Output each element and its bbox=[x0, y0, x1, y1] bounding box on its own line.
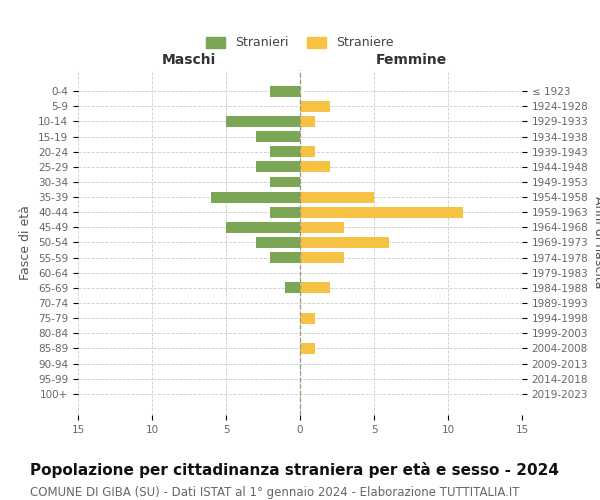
Text: COMUNE DI GIBA (SU) - Dati ISTAT al 1° gennaio 2024 - Elaborazione TUTTITALIA.IT: COMUNE DI GIBA (SU) - Dati ISTAT al 1° g… bbox=[30, 486, 520, 499]
Bar bbox=[300, 252, 344, 263]
Bar bbox=[300, 101, 329, 112]
Bar bbox=[285, 282, 300, 294]
Bar bbox=[211, 192, 300, 202]
Bar bbox=[256, 162, 300, 172]
Bar bbox=[271, 207, 300, 218]
Bar bbox=[300, 343, 315, 354]
Bar bbox=[256, 237, 300, 248]
Bar bbox=[300, 312, 315, 324]
Text: Maschi: Maschi bbox=[162, 52, 216, 66]
Bar bbox=[271, 176, 300, 188]
Bar bbox=[300, 116, 315, 127]
Bar bbox=[271, 252, 300, 263]
Text: Femmine: Femmine bbox=[376, 52, 446, 66]
Bar bbox=[300, 207, 463, 218]
Bar bbox=[300, 146, 315, 157]
Y-axis label: Fasce di età: Fasce di età bbox=[19, 205, 32, 280]
Bar bbox=[300, 222, 344, 233]
Bar bbox=[300, 162, 329, 172]
Y-axis label: Anni di nascita: Anni di nascita bbox=[592, 196, 600, 289]
Bar bbox=[226, 116, 300, 127]
Text: Popolazione per cittadinanza straniera per età e sesso - 2024: Popolazione per cittadinanza straniera p… bbox=[30, 462, 559, 478]
Bar bbox=[256, 131, 300, 142]
Bar bbox=[271, 146, 300, 157]
Bar bbox=[300, 237, 389, 248]
Bar bbox=[300, 282, 329, 294]
Bar bbox=[226, 222, 300, 233]
Legend: Stranieri, Straniere: Stranieri, Straniere bbox=[202, 32, 398, 54]
Bar bbox=[300, 192, 374, 202]
Bar bbox=[271, 86, 300, 96]
